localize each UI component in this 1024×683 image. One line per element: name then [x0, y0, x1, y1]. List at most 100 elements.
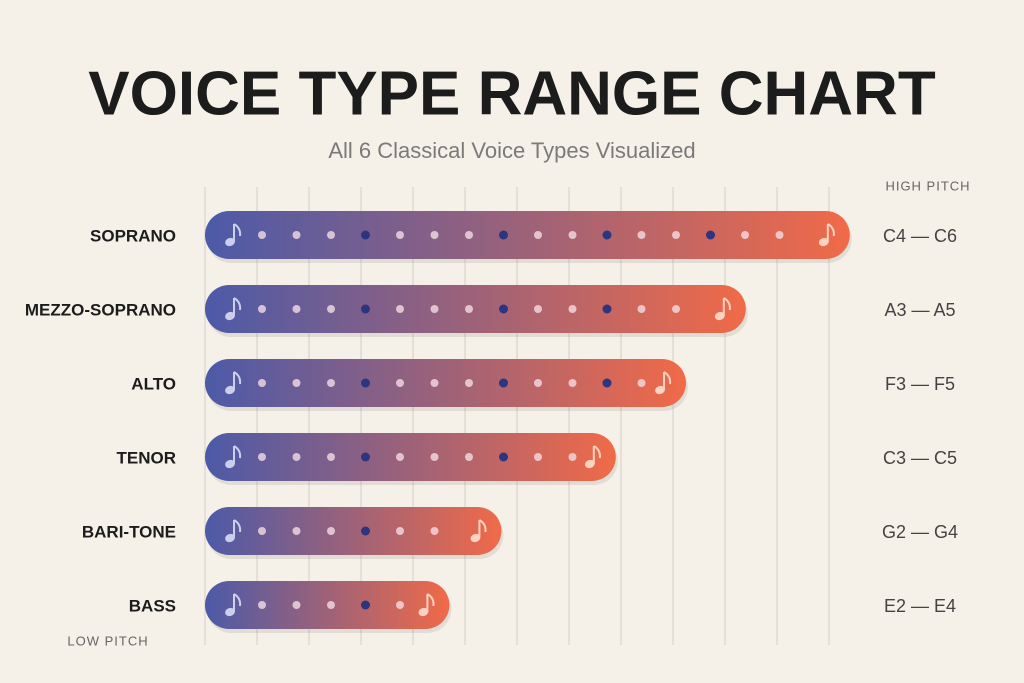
- note-head: [470, 533, 481, 543]
- dot: [327, 231, 335, 239]
- dot: [534, 231, 542, 239]
- dot: [430, 379, 439, 387]
- dot: [499, 378, 508, 388]
- dot: [396, 305, 404, 313]
- note-head: [225, 237, 235, 247]
- dot: [361, 378, 370, 388]
- dot: [258, 379, 266, 387]
- note-icon: [655, 371, 672, 395]
- dot: [258, 453, 266, 461]
- note-flag: [233, 223, 242, 237]
- note-flag: [723, 297, 731, 311]
- dot: [292, 305, 301, 313]
- note-icon: [225, 371, 242, 395]
- dot: [292, 379, 301, 387]
- note-head: [225, 385, 235, 395]
- note-head: [584, 459, 595, 469]
- note-head: [225, 311, 235, 321]
- dot: [292, 231, 301, 239]
- dot: [292, 453, 301, 461]
- dot: [396, 527, 404, 535]
- range-label: C3 — C5: [883, 448, 957, 468]
- dot: [741, 231, 749, 239]
- note-flag: [233, 519, 242, 533]
- dot: [499, 230, 508, 240]
- dot: [499, 452, 508, 462]
- dot: [430, 453, 439, 461]
- dot: [258, 601, 266, 609]
- dot: [534, 305, 542, 313]
- dot: [465, 379, 473, 387]
- note-icon: [418, 593, 435, 617]
- chart-subtitle: All 6 Classical Voice Types Visualized: [328, 138, 695, 163]
- dot: [430, 231, 439, 239]
- dot: [534, 453, 542, 461]
- range-label: E2 — E4: [884, 596, 956, 616]
- note-icon: [225, 223, 242, 247]
- category-label: SOPRANO: [90, 226, 176, 245]
- dot: [327, 305, 335, 313]
- dot: [361, 304, 370, 314]
- note-flag: [233, 445, 242, 459]
- dot: [361, 526, 370, 536]
- note-head: [818, 237, 829, 247]
- note-icon: [225, 297, 242, 321]
- category-label: MEZZO-SOPRANO: [25, 300, 176, 319]
- note-head: [225, 533, 235, 543]
- dot: [499, 304, 508, 314]
- dot: [396, 453, 404, 461]
- dot: [568, 305, 577, 313]
- dot: [258, 305, 266, 313]
- chart-title: VOICE TYPE RANGE CHART: [88, 59, 936, 128]
- category-label: TENOR: [117, 448, 177, 467]
- note-icon: [584, 445, 601, 469]
- dot: [534, 379, 542, 387]
- dot: [327, 527, 335, 535]
- note-flag: [233, 371, 242, 385]
- range-label: C4 — C6: [883, 226, 957, 246]
- note-flag: [478, 519, 487, 533]
- range-label: G2 — G4: [882, 522, 958, 542]
- note-flag: [233, 297, 242, 311]
- note-head: [714, 311, 725, 321]
- note-flag: [827, 223, 835, 237]
- dot: [706, 230, 715, 240]
- note-flag: [593, 445, 601, 459]
- dot: [602, 378, 612, 388]
- dot: [327, 601, 335, 609]
- note-icon: [818, 223, 835, 247]
- dot: [292, 601, 301, 609]
- dot: [465, 453, 473, 461]
- range-label: F3 — F5: [885, 374, 955, 394]
- note-head: [418, 607, 429, 617]
- note-icon: [225, 593, 242, 617]
- dot: [568, 231, 577, 239]
- bar: [205, 433, 616, 481]
- note-flag: [426, 593, 435, 607]
- dot: [258, 527, 266, 535]
- dot: [637, 379, 646, 387]
- note-icon: [714, 297, 731, 321]
- category-label: BARI-TONE: [82, 522, 176, 541]
- range-label: A3 — A5: [884, 300, 955, 320]
- note-icon: [225, 519, 242, 543]
- dot: [327, 453, 335, 461]
- dot: [602, 304, 612, 314]
- dot: [602, 230, 612, 240]
- dot: [430, 527, 439, 535]
- note-icon: [225, 445, 242, 469]
- bar: [205, 285, 746, 333]
- bar: [205, 359, 686, 407]
- dot: [465, 231, 473, 239]
- note-flag: [233, 593, 242, 607]
- category-label: ALTO: [131, 374, 176, 393]
- dot: [775, 231, 784, 239]
- note-flag: [663, 371, 672, 385]
- dot: [672, 231, 680, 239]
- dot: [361, 452, 370, 462]
- dot: [637, 305, 646, 313]
- dot: [430, 305, 439, 313]
- note-head: [225, 607, 235, 617]
